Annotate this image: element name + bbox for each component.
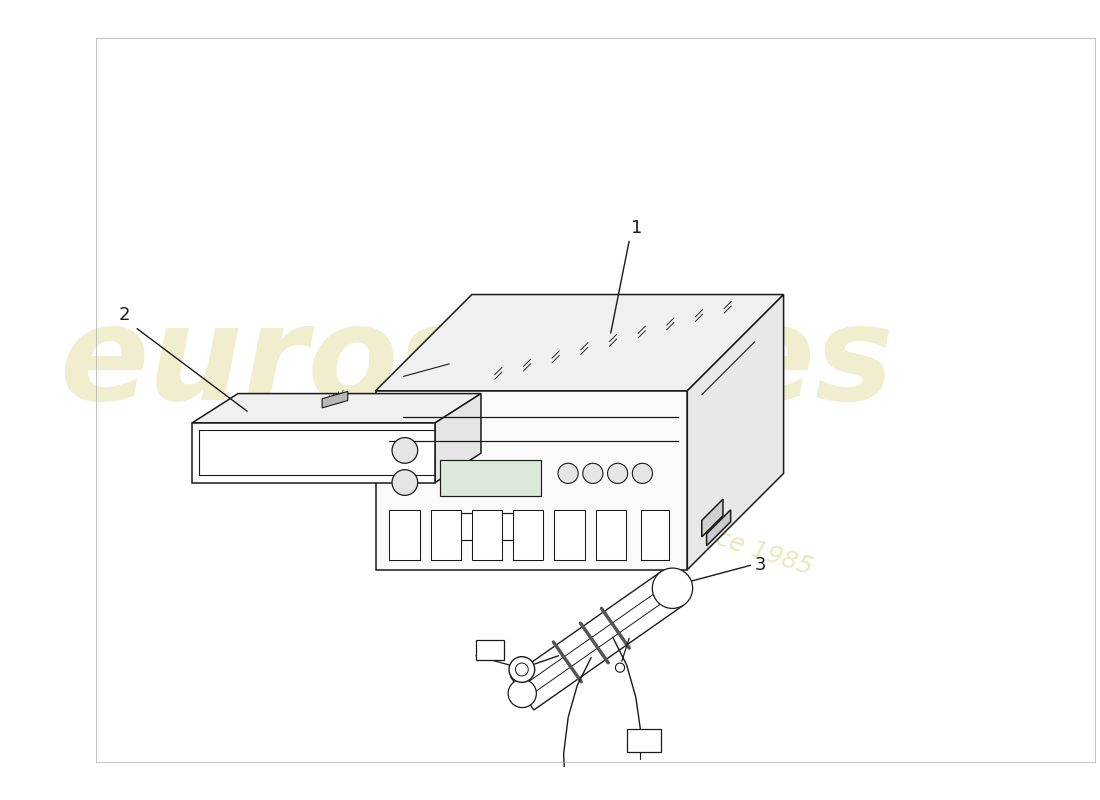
Circle shape xyxy=(392,470,418,495)
Text: 2: 2 xyxy=(118,306,130,324)
Bar xyxy=(440,460,540,496)
Polygon shape xyxy=(192,423,436,482)
Bar xyxy=(513,510,543,561)
Text: a passion for parts since 1985: a passion for parts since 1985 xyxy=(449,440,815,580)
Polygon shape xyxy=(706,510,730,546)
Bar xyxy=(546,795,582,800)
Bar xyxy=(389,510,419,561)
Circle shape xyxy=(508,679,537,707)
Polygon shape xyxy=(702,499,723,537)
Bar xyxy=(430,510,461,561)
Polygon shape xyxy=(375,391,688,570)
Text: 3: 3 xyxy=(755,556,767,574)
Circle shape xyxy=(652,568,693,609)
Circle shape xyxy=(558,463,579,483)
Circle shape xyxy=(583,463,603,483)
Polygon shape xyxy=(688,294,783,570)
Bar xyxy=(641,510,669,561)
Bar xyxy=(472,510,502,561)
Circle shape xyxy=(516,663,528,676)
Polygon shape xyxy=(322,391,348,408)
Polygon shape xyxy=(192,394,481,423)
Polygon shape xyxy=(510,572,684,710)
Circle shape xyxy=(509,657,535,682)
Circle shape xyxy=(615,663,625,672)
Text: eurospares: eurospares xyxy=(59,300,894,427)
Circle shape xyxy=(632,463,652,483)
Bar xyxy=(554,510,584,561)
Polygon shape xyxy=(436,394,481,482)
Bar xyxy=(440,513,540,540)
Circle shape xyxy=(607,463,628,483)
Bar xyxy=(595,510,626,561)
Bar xyxy=(627,729,661,752)
Bar xyxy=(476,640,504,660)
Circle shape xyxy=(392,438,418,463)
Text: 1: 1 xyxy=(631,218,642,237)
Polygon shape xyxy=(375,294,783,391)
